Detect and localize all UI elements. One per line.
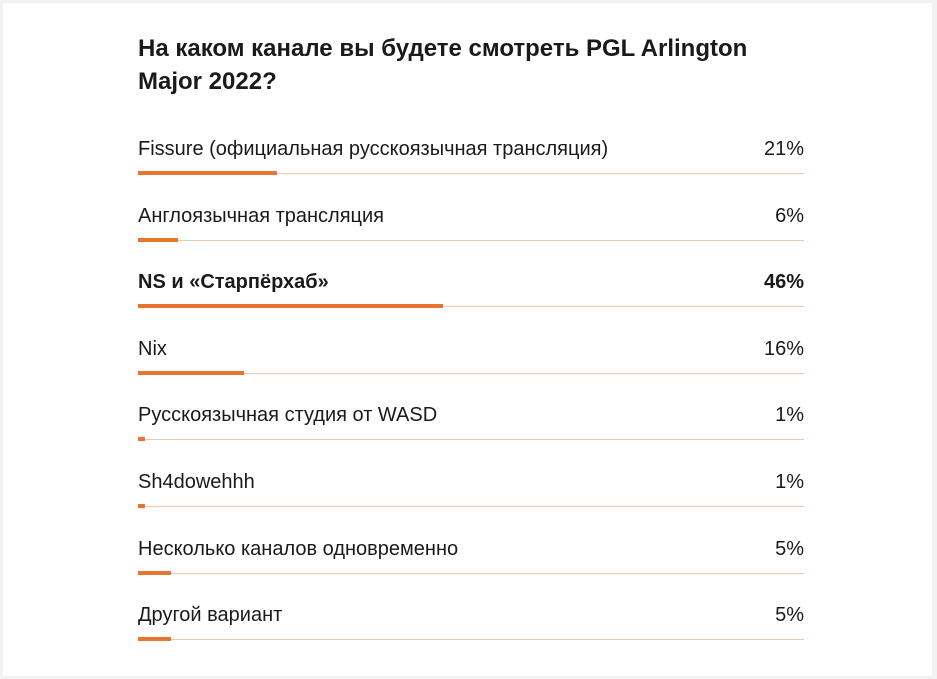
poll-option-label: Sh4dowehhh [138,470,255,493]
poll-option-label: NS и «Старпёрхаб» [138,271,329,294]
poll-option[interactable]: Nix 16% [138,335,804,402]
poll-option-row: Fissure (официальная русскоязычная транс… [138,135,804,163]
poll-option-percent: 16% [763,337,804,360]
poll-option[interactable]: Другой вариант 5% [138,601,804,668]
poll-option-track [138,439,804,441]
poll-option-row: Другой вариант 5% [138,601,804,629]
poll-option-row: Англоязычная трансляция 6% [138,202,804,230]
poll-option-track [138,173,804,174]
poll: На каком канале вы будете смотреть PGL A… [138,32,804,642]
poll-option-percent: 5% [775,537,804,560]
poll-option-bar [138,237,178,242]
poll-option-percent: 5% [775,604,804,627]
poll-option[interactable]: Англоязычная трансляция 6% [138,202,804,269]
poll-option-percent: 1% [775,470,804,493]
poll-option-label: Англоязычная трансляция [138,204,385,227]
poll-option-bar [138,637,172,642]
poll-option-track [138,639,804,641]
poll-option-percent: 21% [763,138,804,160]
poll-option-label: Другой вариант [138,604,283,627]
poll-option-track [138,306,804,308]
poll-option[interactable]: NS и «Старпёрхаб» 46% [138,268,804,335]
poll-option-label: Русскоязычная студия от WASD [138,404,438,427]
poll-option-bar [138,437,145,442]
poll-option-bar [138,370,244,375]
poll-option-track [138,505,804,507]
poll-option-bar [138,171,278,175]
poll-option[interactable]: Несколько каналов одновременно 5% [138,535,804,602]
poll-option-label: Nix [138,337,167,360]
poll-option-row: Nix 16% [138,335,804,363]
poll-option[interactable]: Sh4dowehhh 1% [138,468,804,535]
poll-options: Fissure (официальная русскоязычная транс… [138,135,804,668]
poll-option-row: Несколько каналов одновременно 5% [138,535,804,563]
poll-option-track [138,372,804,374]
poll-option-row: Sh4dowehhh 1% [138,468,804,496]
poll-option[interactable]: Fissure (официальная русскоязычная транс… [138,135,804,202]
poll-option-bar [138,570,172,575]
poll-option-bar [138,503,145,508]
poll-option[interactable]: Русскоязычная студия от WASD 1% [138,401,804,468]
poll-option-row: NS и «Старпёрхаб» 46% [138,268,804,296]
poll-option-track [138,572,804,574]
poll-option-label: Несколько каналов одновременно [138,537,459,560]
poll-option-bar [138,304,443,309]
poll-card: На каком канале вы будете смотреть PGL A… [3,3,932,676]
poll-option-row: Русскоязычная студия от WASD 1% [138,401,804,429]
poll-option-label: Fissure (официальная русскоязычная транс… [138,138,609,160]
poll-option-percent: 46% [763,271,804,294]
poll-question: На каком канале вы будете смотреть PGL A… [138,35,748,95]
poll-option-percent: 6% [775,204,804,227]
poll-option-percent: 1% [775,404,804,427]
poll-option-track [138,239,804,241]
